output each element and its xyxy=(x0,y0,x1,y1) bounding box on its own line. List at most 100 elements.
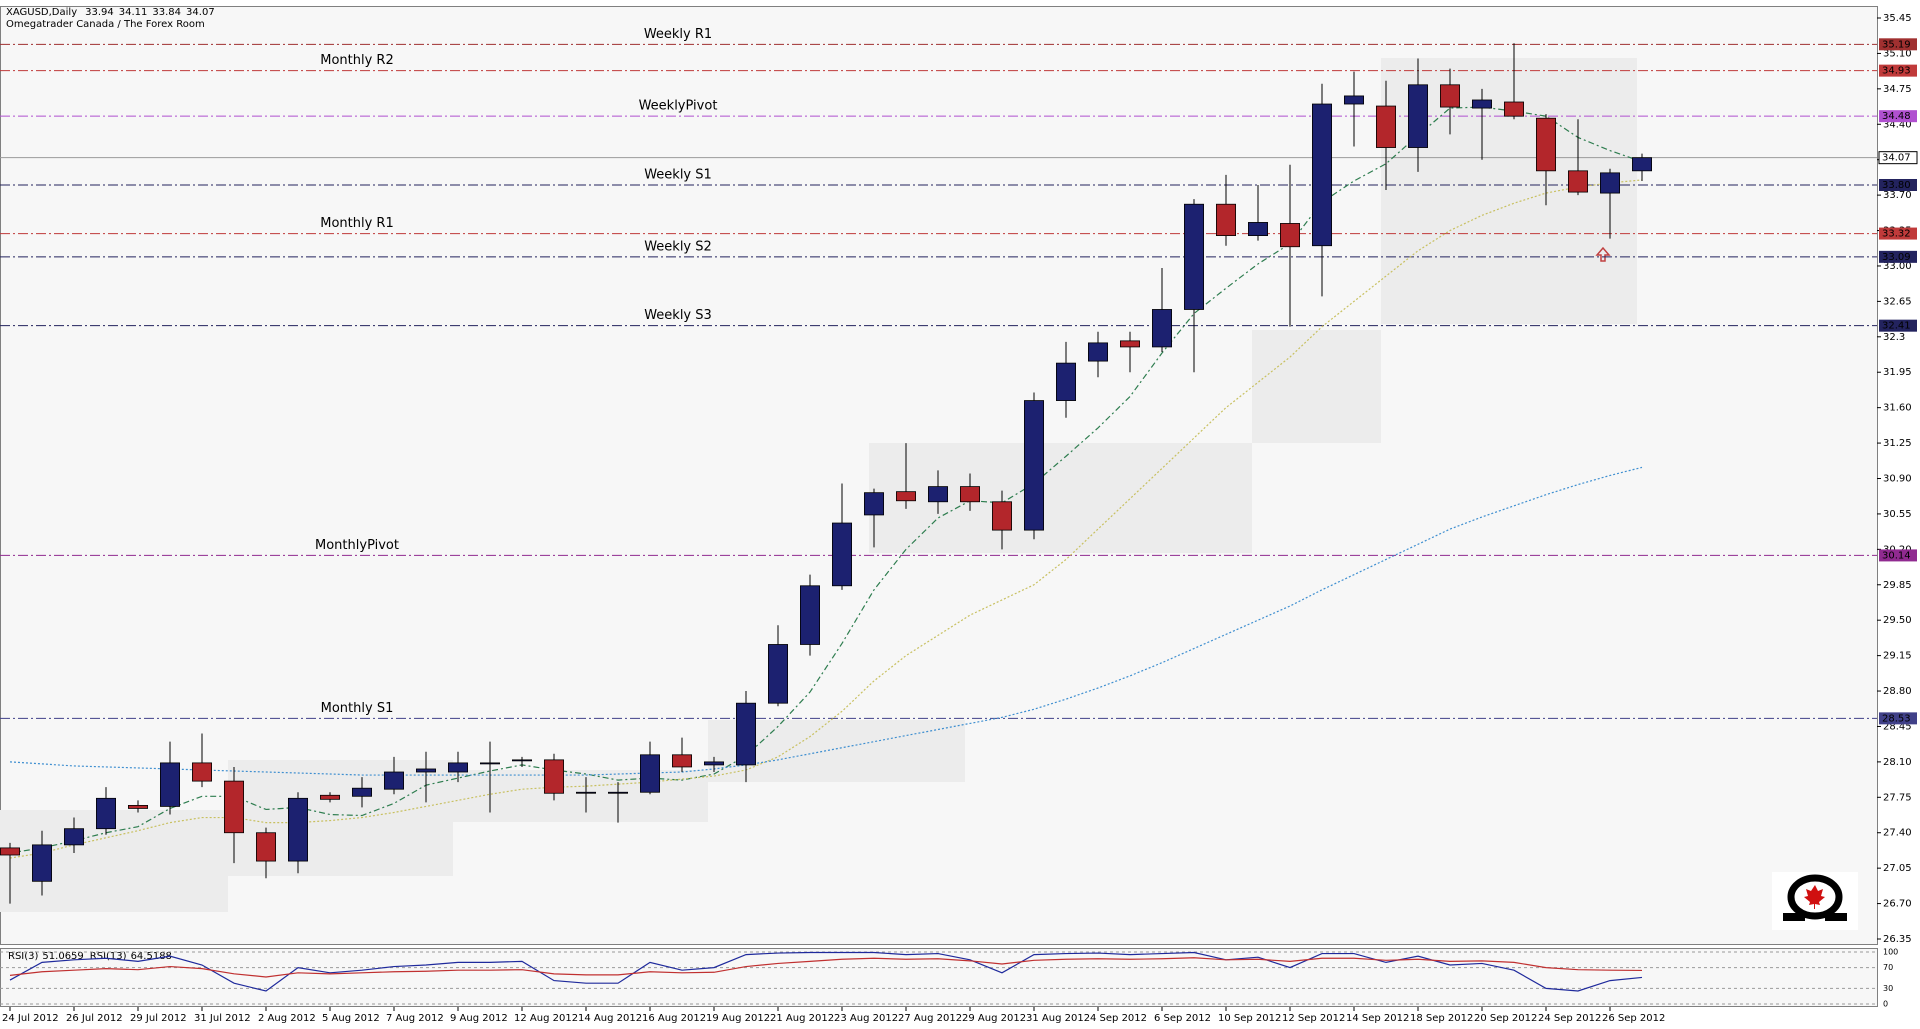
level-value: 34.93 xyxy=(1882,66,1911,77)
level-value: 30.14 xyxy=(1882,550,1911,561)
candle-body xyxy=(0,847,21,856)
candle-body xyxy=(960,486,981,503)
x-tick-label: 21 Aug 2012 xyxy=(770,1013,834,1024)
level-value: 35.19 xyxy=(1882,39,1911,50)
x-tick-label: 29 Jul 2012 xyxy=(130,1013,187,1024)
x-tick-label: 6 Sep 2012 xyxy=(1154,1013,1211,1024)
candle-body xyxy=(1536,117,1557,172)
header-close: 34.07 xyxy=(186,7,215,18)
range-box xyxy=(869,443,1252,553)
level-name: WeeklyPivot xyxy=(639,99,718,114)
candle-body xyxy=(1600,172,1621,194)
level-box xyxy=(1879,110,1917,123)
candle-body xyxy=(191,762,212,782)
level-box xyxy=(1879,319,1917,332)
candle-body xyxy=(351,787,372,797)
rsi-value: 64.5188 xyxy=(131,951,172,962)
level-value: 32.41 xyxy=(1882,321,1911,332)
candle-body xyxy=(1024,400,1045,531)
x-tick-label: 23 Aug 2012 xyxy=(834,1013,898,1024)
rsi-line xyxy=(9,957,1643,978)
rsi-tick-label: 0 xyxy=(1883,1000,1888,1009)
level-name: MonthlyPivot xyxy=(315,538,399,553)
candle-body xyxy=(1248,222,1269,236)
candle-body xyxy=(1632,157,1653,172)
y-tick-label: 32.3 xyxy=(1883,332,1905,343)
rsi-name: RSI(3) xyxy=(8,951,39,962)
level-name: Weekly S2 xyxy=(644,239,712,254)
y-tick-label: 33.70 xyxy=(1883,190,1912,201)
x-tick-label: 7 Aug 2012 xyxy=(386,1013,444,1024)
y-tick-label: 27.05 xyxy=(1883,863,1912,874)
x-tick-label: 12 Sep 2012 xyxy=(1282,1013,1345,1024)
logo-ring xyxy=(1787,874,1843,920)
x-tick-label: 27 Aug 2012 xyxy=(898,1013,962,1024)
candle-body xyxy=(415,768,436,773)
candle-body xyxy=(32,844,53,882)
header-open: 33.94 xyxy=(85,7,114,18)
candle-body xyxy=(1056,362,1077,401)
logo-leaf xyxy=(1804,885,1825,909)
candle-body xyxy=(1440,84,1461,108)
y-tick-label: 27.40 xyxy=(1883,828,1912,839)
rsi-value: 51.0659 xyxy=(42,951,83,962)
y-tick-label: 29.85 xyxy=(1883,580,1912,591)
chart-header: XAGUSD,Daily 33.94 34.11 33.84 34.07 xyxy=(6,7,215,18)
candle-body xyxy=(1408,84,1429,148)
candle-body xyxy=(928,486,949,503)
x-tick-label: 14 Sep 2012 xyxy=(1346,1013,1409,1024)
y-tick-label: 26.35 xyxy=(1883,934,1912,945)
candle-body xyxy=(832,522,853,587)
candle-body xyxy=(576,791,597,794)
candle-body xyxy=(127,805,148,809)
candle-body xyxy=(1504,101,1525,117)
level-name: Weekly R1 xyxy=(644,27,712,42)
current-price-box xyxy=(1878,151,1918,165)
logo-foot xyxy=(1783,913,1805,921)
y-tick-label: 29.50 xyxy=(1883,615,1912,626)
level-box xyxy=(1879,549,1917,562)
level-value: 33.09 xyxy=(1882,252,1911,263)
rsi-tick-label: 30 xyxy=(1883,984,1893,993)
level-box xyxy=(1879,250,1917,263)
level-box xyxy=(1879,64,1917,77)
signal-arrow xyxy=(1595,246,1611,262)
x-tick-label: 24 Sep 2012 xyxy=(1538,1013,1601,1024)
y-tick-label: 27.75 xyxy=(1883,792,1912,803)
level-box xyxy=(1879,38,1917,51)
candle-body xyxy=(640,754,661,793)
header-high: 34.11 xyxy=(119,7,148,18)
rsi-line xyxy=(9,951,1643,992)
y-tick-label: 35.10 xyxy=(1883,48,1912,59)
y-tick-label: 28.10 xyxy=(1883,757,1912,768)
y-tick-label: 30.90 xyxy=(1883,474,1912,485)
moving-average xyxy=(9,179,1643,859)
x-tick-label: 14 Aug 2012 xyxy=(578,1013,642,1024)
level-value: 34.48 xyxy=(1882,111,1911,122)
moving-average xyxy=(9,466,1643,776)
candle-body xyxy=(287,797,308,862)
candle-body xyxy=(544,759,565,794)
candle-body xyxy=(992,501,1013,531)
candle-body xyxy=(1280,223,1301,248)
candle-body xyxy=(896,491,917,502)
rsi-panel xyxy=(0,948,1878,1007)
x-tick-label: 10 Sep 2012 xyxy=(1218,1013,1281,1024)
candle-body xyxy=(768,644,789,704)
x-tick-label: 4 Sep 2012 xyxy=(1090,1013,1147,1024)
candle-body xyxy=(1120,340,1141,348)
y-tick-label: 32.65 xyxy=(1883,296,1912,307)
header-low: 33.84 xyxy=(152,7,181,18)
x-tick-label: 31 Jul 2012 xyxy=(194,1013,251,1024)
symbol: XAGUSD,Daily xyxy=(6,7,77,18)
level-value: 33.32 xyxy=(1882,229,1911,240)
logo-foot xyxy=(1825,913,1847,921)
x-tick-label: 29 Aug 2012 xyxy=(962,1013,1026,1024)
candle-body xyxy=(1312,103,1333,247)
y-tick-label: 35.45 xyxy=(1883,13,1912,24)
level-name: Monthly S1 xyxy=(321,701,394,716)
y-tick-label: 28.45 xyxy=(1883,721,1912,732)
y-tick-label: 28.80 xyxy=(1883,686,1912,697)
